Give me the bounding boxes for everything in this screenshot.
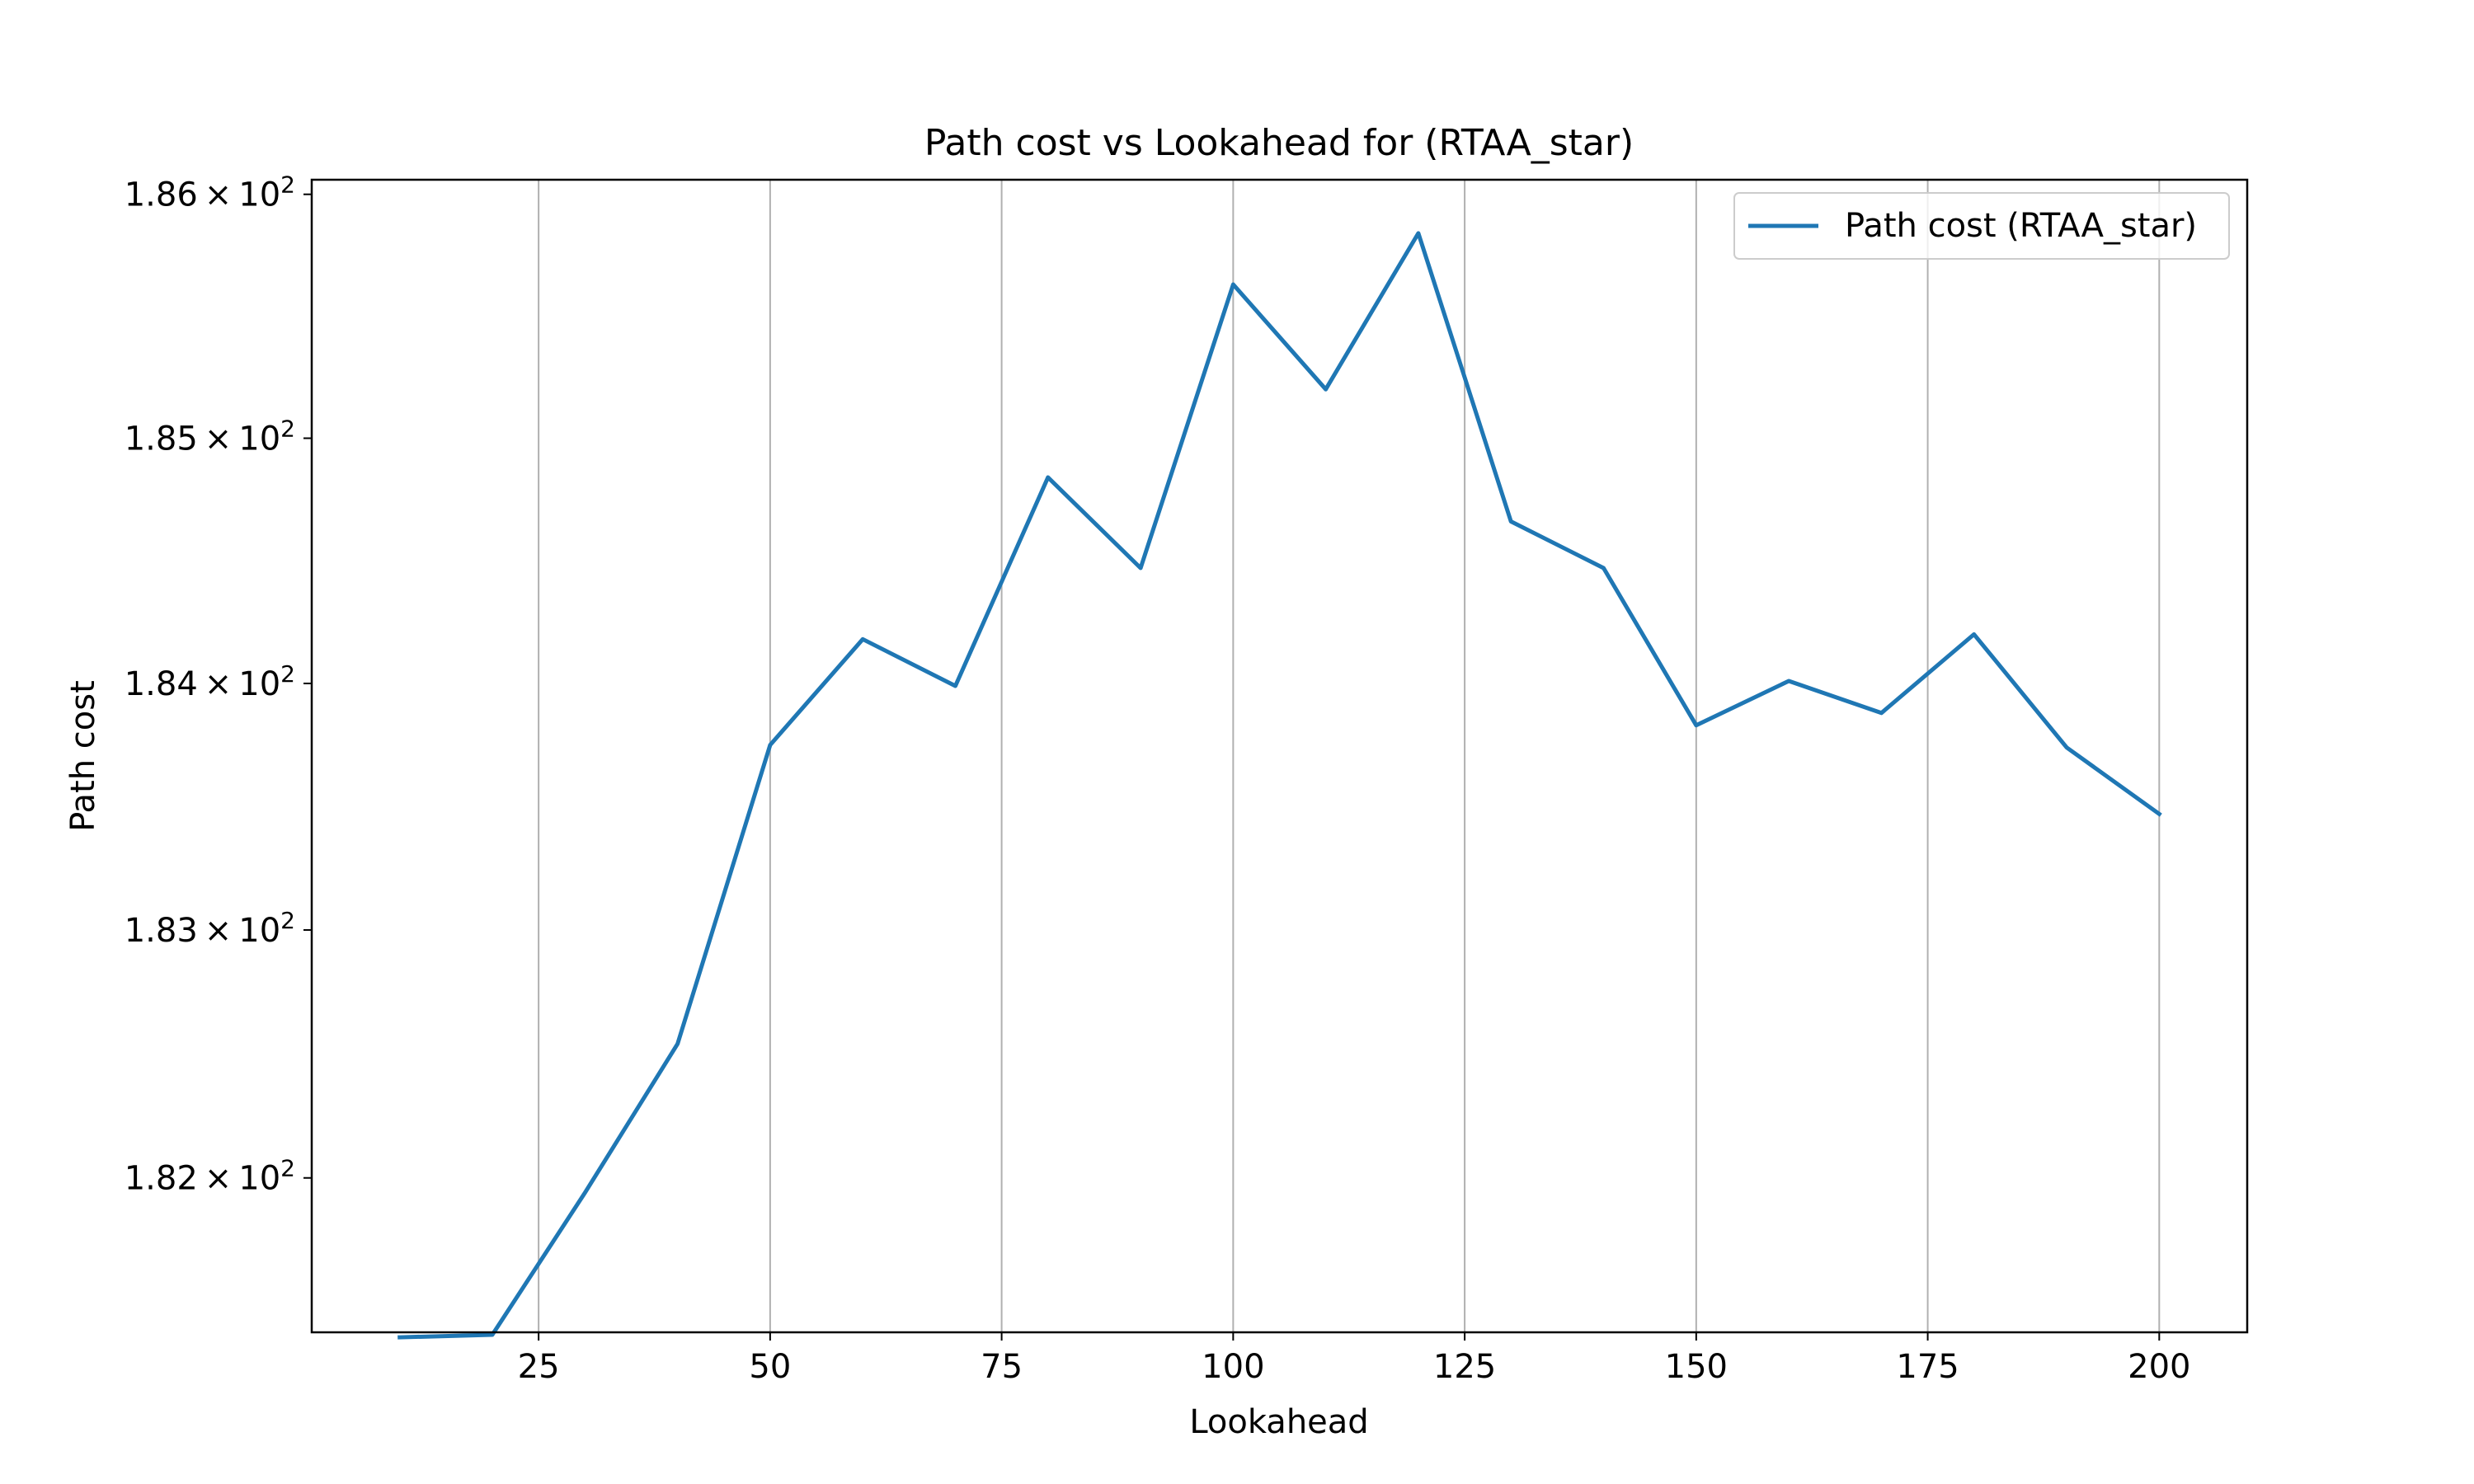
x-tick-label: 150: [1665, 1348, 1728, 1386]
plot-area-frame: [310, 178, 2249, 1334]
y-tick-label: 1.83 × 102: [125, 907, 295, 950]
series-layer: [397, 231, 2162, 1340]
y-axis-label: Path cost: [64, 680, 102, 832]
x-tick-label: 50: [749, 1348, 791, 1386]
x-axis-label: Lookahead: [1189, 1403, 1368, 1441]
y-tick-label: 1.86 × 102: [125, 171, 295, 214]
legend-label: Path cost (RTAA_star): [1845, 207, 2197, 245]
x-tick-label: 200: [2128, 1348, 2190, 1386]
x-tick-label: 75: [981, 1348, 1023, 1386]
x-tick-label: 125: [1433, 1348, 1496, 1386]
y-axis-ticks: 1.82 × 102 1.83 × 102 1.84 × 102 1.85 × 102…: [125, 171, 312, 1198]
chart-title: Path cost vs Lookahead for (RTAA_star): [924, 122, 1634, 164]
series-line: [397, 231, 2162, 1340]
y-tick-label: 1.85 × 102: [125, 416, 295, 458]
y-tick-label: 1.82 × 102: [125, 1155, 295, 1198]
x-tick-label: 25: [518, 1348, 560, 1386]
legend: Path cost (RTAA_star): [1733, 192, 2230, 260]
x-axis-ticks: 25 50 75 100 125 150 175 200: [518, 1332, 2190, 1386]
y-tick-label: 1.84 × 102: [125, 660, 295, 703]
x-tick-label: 100: [1202, 1348, 1264, 1386]
legend-box: [1733, 192, 2230, 260]
x-tick-label: 175: [1896, 1348, 1959, 1386]
grid-layer: [538, 180, 2161, 1332]
